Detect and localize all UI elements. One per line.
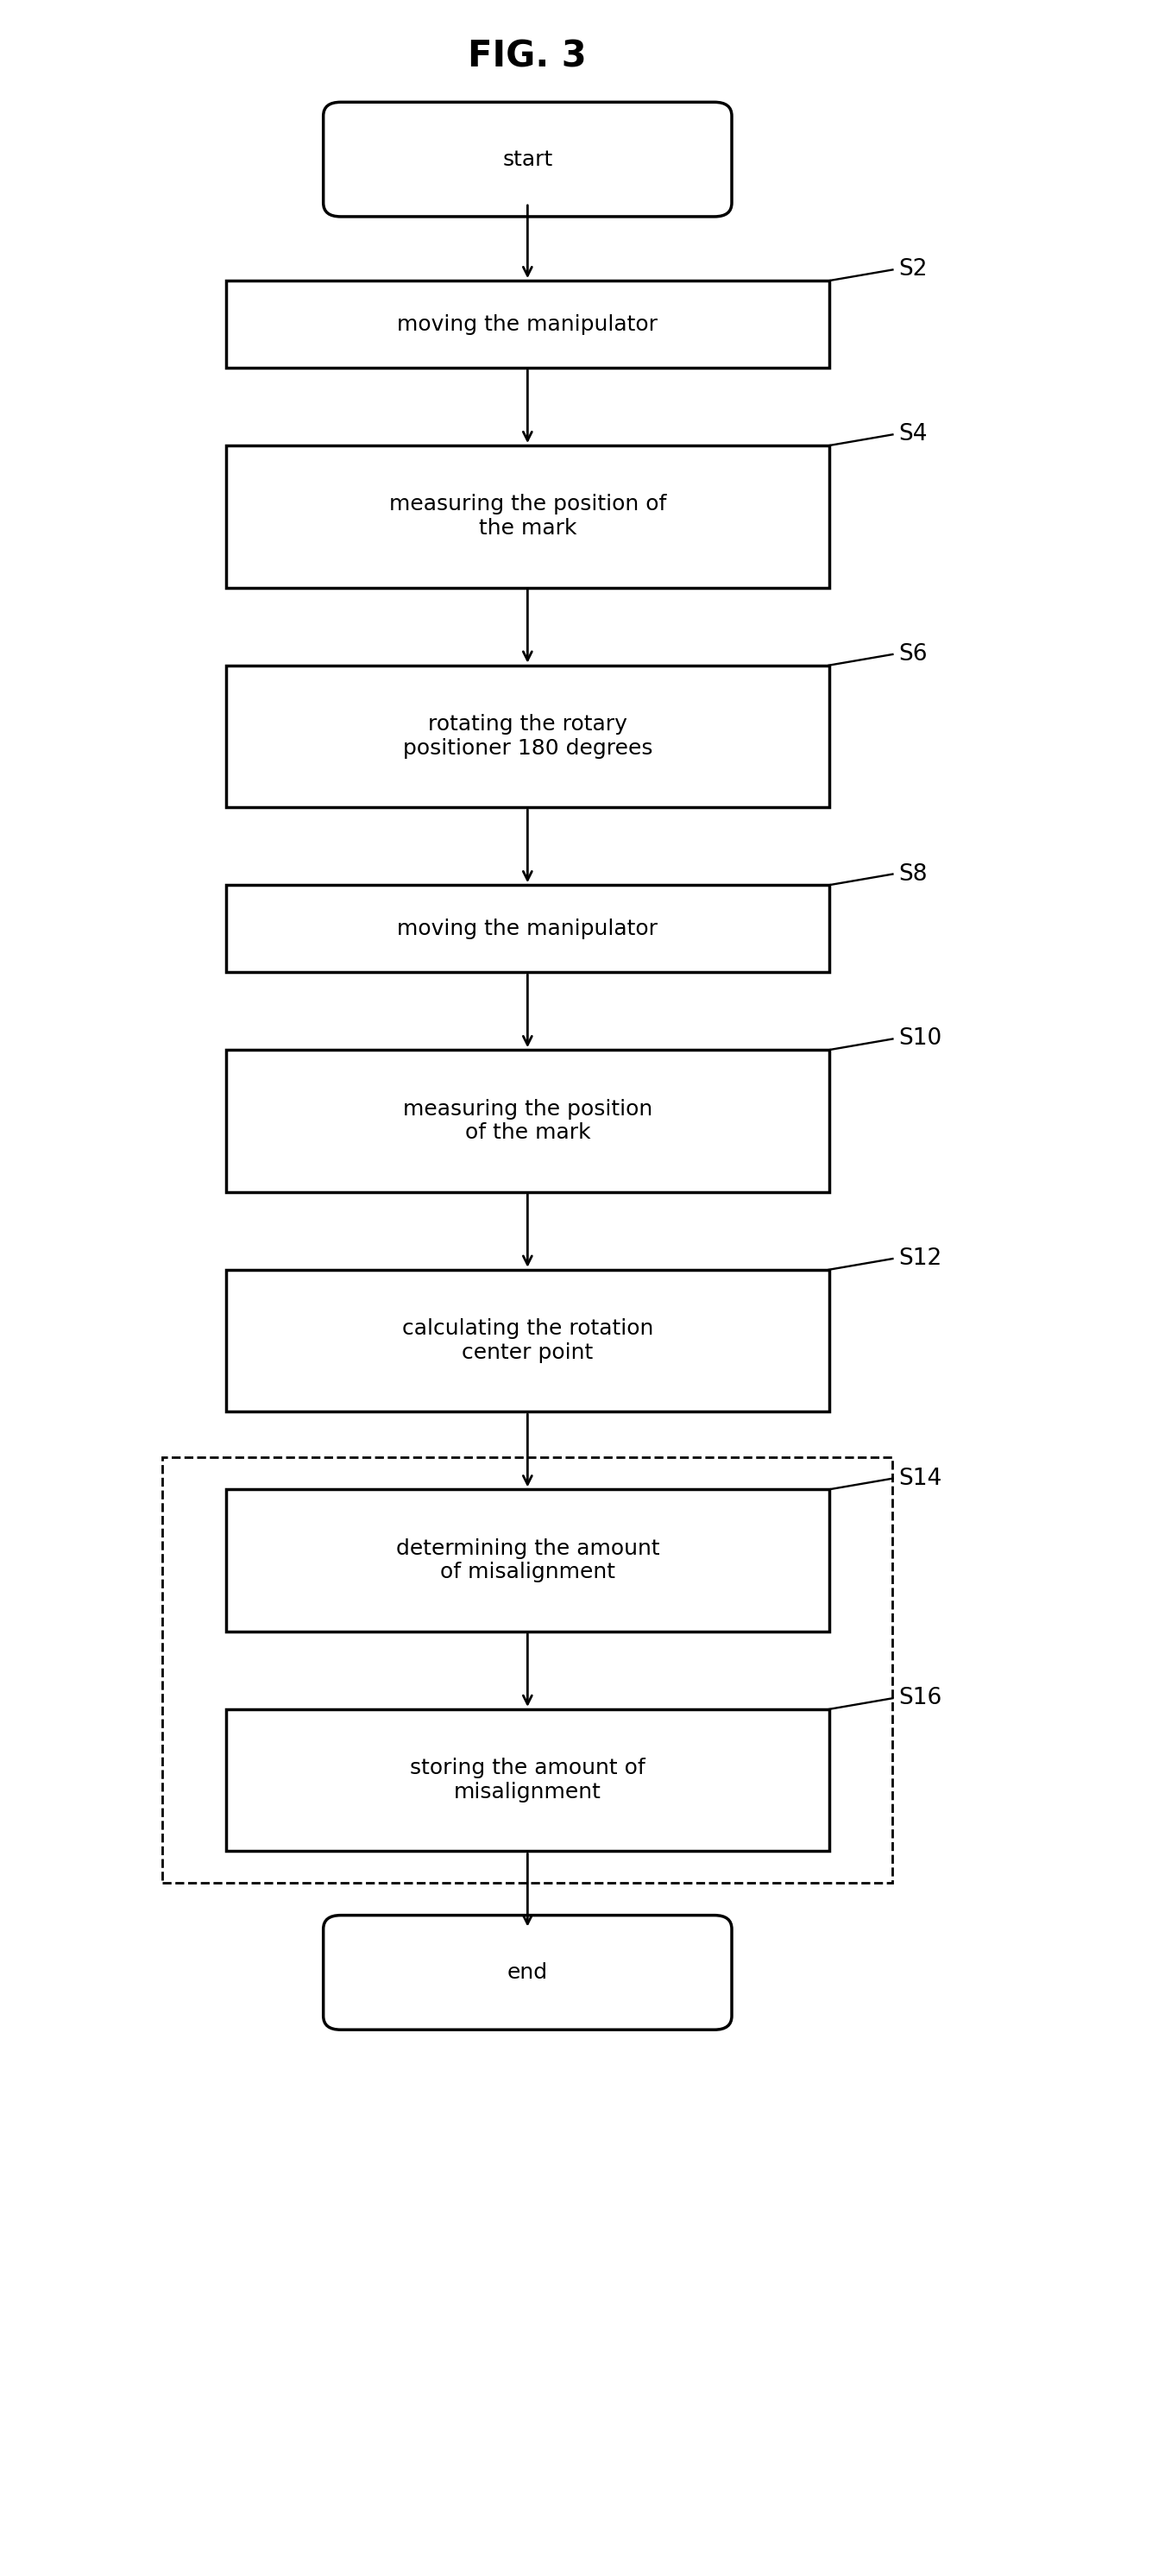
Text: S14: S14 (898, 1468, 941, 1489)
Text: storing the amount of
misalignment: storing the amount of misalignment (410, 1757, 645, 1803)
Text: measuring the position
of the mark: measuring the position of the mark (403, 1097, 652, 1144)
Text: determining the amount
of misalignment: determining the amount of misalignment (396, 1538, 659, 1582)
Text: S10: S10 (898, 1028, 941, 1051)
Bar (226, 281, 829, 368)
Text: S12: S12 (898, 1247, 941, 1270)
Text: S4: S4 (898, 422, 927, 446)
Bar (163, 1458, 892, 1883)
Bar (226, 665, 829, 806)
FancyBboxPatch shape (323, 103, 732, 216)
Text: end: end (507, 1963, 548, 1984)
Bar (226, 1051, 829, 1193)
Bar (226, 1710, 829, 1852)
Text: moving the manipulator: moving the manipulator (397, 314, 658, 335)
Bar (226, 1489, 829, 1631)
Bar (226, 886, 829, 971)
Text: calculating the rotation
center point: calculating the rotation center point (402, 1319, 653, 1363)
FancyBboxPatch shape (323, 1917, 732, 2030)
Text: start: start (502, 149, 553, 170)
Text: rotating the rotary
positioner 180 degrees: rotating the rotary positioner 180 degre… (403, 714, 652, 760)
Text: moving the manipulator: moving the manipulator (397, 917, 658, 938)
Text: FIG. 3: FIG. 3 (468, 39, 587, 75)
Text: S16: S16 (898, 1687, 941, 1710)
Text: measuring the position of
the mark: measuring the position of the mark (389, 495, 666, 538)
Bar (226, 446, 829, 587)
Text: S8: S8 (898, 863, 927, 886)
Bar (226, 1270, 829, 1412)
Text: S6: S6 (898, 644, 927, 665)
Text: S2: S2 (898, 258, 927, 281)
